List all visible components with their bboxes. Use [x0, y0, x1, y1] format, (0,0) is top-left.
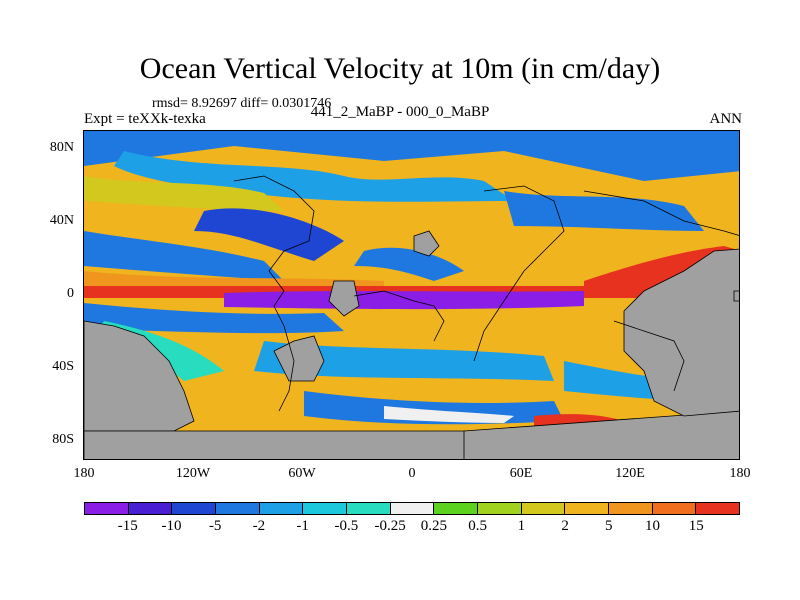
period-text: ANN	[709, 111, 743, 127]
colorbar-label-9: 1	[517, 518, 526, 534]
colorbar-label-8: 0.5	[468, 518, 487, 534]
colorbar-box-8	[434, 503, 479, 514]
plot-title: Ocean Vertical Velocity at 10m (in cm/da…	[139, 52, 661, 85]
lon-label-120w: 120W	[175, 466, 211, 481]
colorbar-label-5: -0.5	[334, 518, 359, 534]
colorbar-box-10	[521, 503, 566, 514]
colorbar-box-5	[303, 503, 348, 514]
colorbar-label-1: -10	[161, 518, 182, 534]
colorbar-box-0	[85, 503, 129, 514]
lon-label-120e: 120E	[615, 466, 645, 481]
colorbar-label-2: -5	[208, 518, 222, 534]
lat-label-40s: 40S	[52, 359, 74, 374]
coastlines	[233, 175, 739, 412]
lon-label-60w: 60W	[288, 466, 316, 481]
colorbar-box-4	[259, 503, 304, 514]
colorbar-label-12: 10	[645, 518, 661, 534]
colorbar-box-14	[696, 503, 740, 514]
colorbar-label-11: 5	[605, 518, 613, 534]
land-masses	[84, 230, 739, 459]
colorbar-label-7: 0.25	[420, 518, 447, 534]
colorbar-box-3	[216, 503, 260, 514]
colorbar-label-10: 2	[561, 518, 569, 534]
lat-label-40n: 40N	[49, 213, 74, 228]
colorbar-label-4: -1	[296, 518, 309, 534]
velocity-map	[83, 130, 740, 460]
lon-label-180w: 180	[73, 466, 95, 481]
colorbar-box-13	[652, 503, 697, 514]
lat-label-80s: 80S	[52, 432, 74, 447]
colorbar-label-6: -0.25	[374, 518, 406, 534]
colorbar-label-0: -15	[117, 518, 138, 534]
colorbar-label-3: -2	[252, 518, 266, 534]
lat-label-80n: 80N	[49, 140, 74, 155]
colorbar-box-9	[478, 503, 522, 514]
colorbar-box-7	[390, 503, 435, 514]
lon-label-180e: 180	[729, 466, 751, 481]
colorbar-box-2	[172, 503, 217, 514]
colorbar-label-13: 15	[688, 518, 704, 534]
case-text: 441_2_MaBP - 000_0_MaBP	[310, 104, 490, 120]
colorbar-box-6	[347, 503, 391, 514]
colorbar-box-11	[565, 503, 610, 514]
stats-text: rmsd= 8.92697 diff= 0.0301746	[152, 96, 332, 111]
colorbar	[84, 502, 740, 515]
lon-label-0: 0	[408, 466, 416, 481]
lon-label-60e: 60E	[509, 466, 533, 481]
lat-label-0: 0	[67, 286, 74, 301]
colorbar-box-12	[609, 503, 653, 514]
velocity-field	[84, 131, 739, 459]
colorbar-box-1	[128, 503, 173, 514]
expt-text: Expt = teXXk-texka	[84, 111, 206, 127]
